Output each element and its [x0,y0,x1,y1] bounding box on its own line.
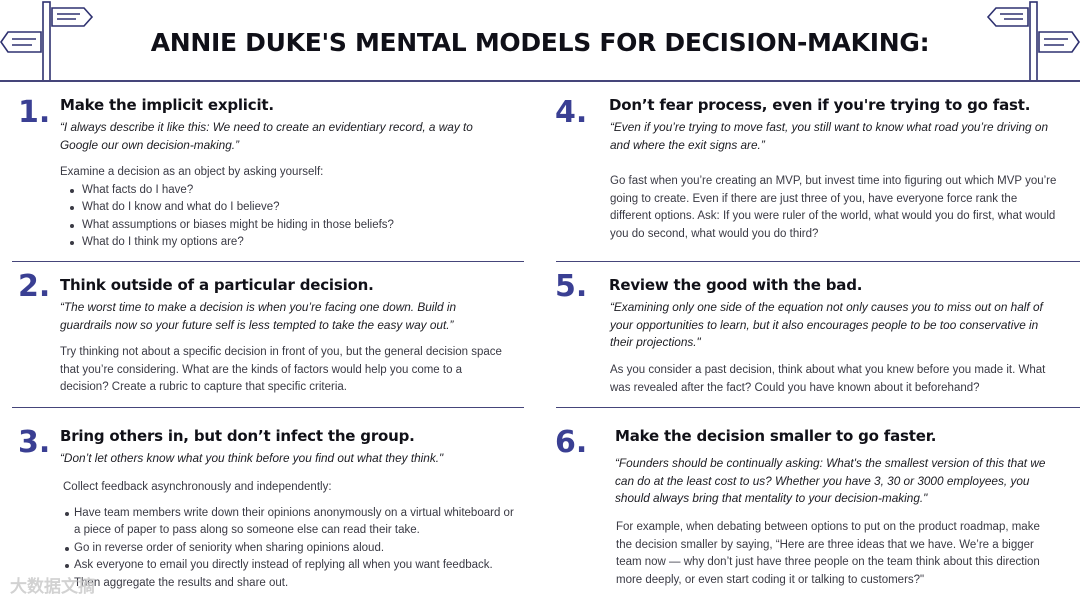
page-title: ANNIE DUKE'S MENTAL MODELS FOR DECISION-… [150,28,930,57]
section-number: 4. [555,95,588,130]
section-body: Collect feedback asynchronously and inde… [63,479,518,592]
section-number: 1. [18,95,51,130]
section-heading: Make the decision smaller to go faster. [615,427,937,445]
section-number: 2. [18,269,51,304]
section-heading: Bring others in, but don’t infect the gr… [60,427,415,445]
section-number: 6. [555,425,588,460]
list-item: Ask everyone to email you directly inste… [65,557,518,592]
row-divider-left-2 [12,407,524,408]
row-divider-right-2 [556,407,1080,408]
header-divider [0,80,1080,82]
section-heading: Review the good with the bad. [609,276,863,294]
section-body: As you consider a past decision, think a… [610,364,1046,394]
section-heading: Make the implicit explicit. [60,96,274,114]
section-quote: “The worst time to make a decision is wh… [60,300,457,332]
list-item: Have team members write down their opini… [65,505,518,540]
section-number: 5. [555,269,588,304]
list-item: What do I think my options are? [70,234,520,252]
section-intro: Collect feedback asynchronously and inde… [63,481,332,493]
section-body: For example, when debating between optio… [616,521,1040,586]
section-heading: Think outside of a particular decision. [60,276,374,294]
section-quote: “Examining only one side of the equation… [610,300,1043,349]
watermark: 大数据文摘 [10,577,95,596]
section-quote: “Founders should be continually asking: … [615,456,1046,505]
signpost-left-icon [0,1,94,82]
section-body: Try thinking not about a specific decisi… [60,346,502,393]
section-quote: “I always describe it like this: We need… [60,120,473,152]
section-number: 3. [18,425,51,460]
list-item: What do I know and what do I believe? [70,199,520,217]
section-body: Examine a decision as an object by askin… [60,164,520,252]
section-body: Go fast when you’re creating an MVP, but… [610,175,1057,240]
section-quote: “Even if you’re trying to move fast, you… [610,120,1048,152]
section-heading: Don’t fear process, even if you're tryin… [609,96,1031,114]
bullet-list: Have team members write down their opini… [63,505,518,593]
signpost-right-icon [986,1,1080,82]
list-item: Go in reverse order of seniority when sh… [65,540,518,558]
section-quote: “Don’t let others know what you think be… [60,451,444,465]
bullet-list: What facts do I have? What do I know and… [60,182,520,252]
row-divider-left-1 [12,261,524,262]
list-item: What assumptions or biases might be hidi… [70,217,520,235]
section-intro: Examine a decision as an object by askin… [60,166,324,178]
row-divider-right-1 [556,261,1080,262]
list-item: What facts do I have? [70,182,520,200]
